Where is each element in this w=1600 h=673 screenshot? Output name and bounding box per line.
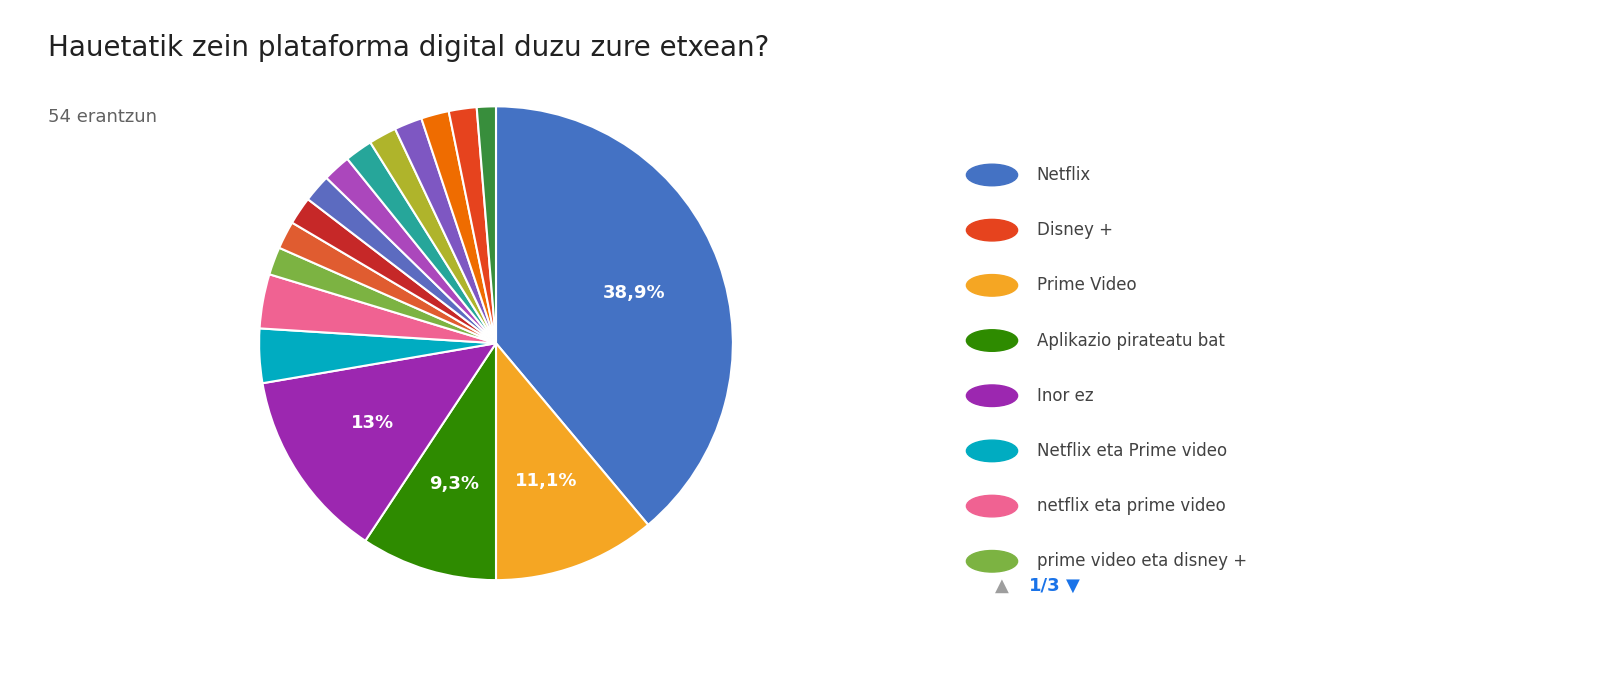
Text: 1/3: 1/3 [1029, 577, 1061, 594]
Text: Inor ez: Inor ez [1037, 387, 1093, 404]
Text: Disney +: Disney + [1037, 221, 1114, 239]
Wedge shape [347, 143, 496, 343]
Text: 9,3%: 9,3% [429, 475, 478, 493]
Wedge shape [477, 106, 496, 343]
Text: ▲: ▲ [995, 577, 1010, 594]
Wedge shape [259, 275, 496, 343]
Text: 38,9%: 38,9% [603, 284, 666, 302]
Wedge shape [395, 118, 496, 343]
Text: Aplikazio pirateatu bat: Aplikazio pirateatu bat [1037, 332, 1224, 349]
Wedge shape [307, 178, 496, 343]
Text: netflix eta prime video: netflix eta prime video [1037, 497, 1226, 515]
Wedge shape [293, 199, 496, 343]
Text: 54 erantzun: 54 erantzun [48, 108, 157, 126]
Wedge shape [421, 111, 496, 343]
Wedge shape [259, 328, 496, 383]
Wedge shape [278, 223, 496, 343]
Wedge shape [365, 343, 496, 580]
Wedge shape [269, 248, 496, 343]
Wedge shape [326, 159, 496, 343]
Wedge shape [448, 107, 496, 343]
Text: prime video eta disney +: prime video eta disney + [1037, 553, 1246, 570]
Text: ▼: ▼ [1066, 577, 1080, 594]
Wedge shape [496, 106, 733, 525]
Text: Hauetatik zein plataforma digital duzu zure etxean?: Hauetatik zein plataforma digital duzu z… [48, 34, 770, 62]
Wedge shape [262, 343, 496, 541]
Wedge shape [496, 343, 648, 580]
Text: Prime Video: Prime Video [1037, 277, 1136, 294]
Text: 13%: 13% [352, 415, 395, 433]
Text: Netflix: Netflix [1037, 166, 1091, 184]
Wedge shape [370, 129, 496, 343]
Text: 11,1%: 11,1% [515, 472, 578, 490]
Text: Netflix eta Prime video: Netflix eta Prime video [1037, 442, 1227, 460]
